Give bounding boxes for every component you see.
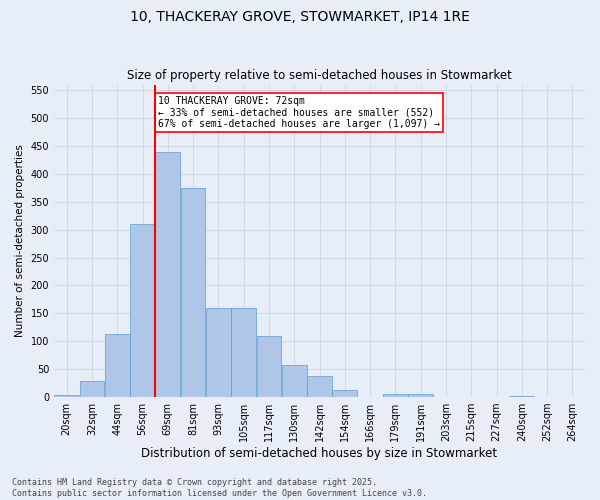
Text: 10, THACKERAY GROVE, STOWMARKET, IP14 1RE: 10, THACKERAY GROVE, STOWMARKET, IP14 1R… xyxy=(130,10,470,24)
Bar xyxy=(181,188,205,397)
Bar xyxy=(130,224,155,397)
Title: Size of property relative to semi-detached houses in Stowmarket: Size of property relative to semi-detach… xyxy=(127,69,512,82)
Bar xyxy=(332,390,357,397)
Bar xyxy=(206,308,231,397)
Y-axis label: Number of semi-detached properties: Number of semi-detached properties xyxy=(15,144,25,338)
Bar xyxy=(257,336,281,397)
Bar xyxy=(155,152,180,397)
Bar xyxy=(54,396,79,397)
Bar xyxy=(383,394,408,397)
Bar xyxy=(509,396,534,397)
Bar xyxy=(231,308,256,397)
X-axis label: Distribution of semi-detached houses by size in Stowmarket: Distribution of semi-detached houses by … xyxy=(142,447,497,460)
Bar xyxy=(105,334,130,397)
Bar xyxy=(408,394,433,397)
Bar xyxy=(307,376,332,397)
Bar xyxy=(282,364,307,397)
Bar xyxy=(80,382,104,397)
Text: Contains HM Land Registry data © Crown copyright and database right 2025.
Contai: Contains HM Land Registry data © Crown c… xyxy=(12,478,427,498)
Text: 10 THACKERAY GROVE: 72sqm
← 33% of semi-detached houses are smaller (552)
67% of: 10 THACKERAY GROVE: 72sqm ← 33% of semi-… xyxy=(158,96,440,129)
